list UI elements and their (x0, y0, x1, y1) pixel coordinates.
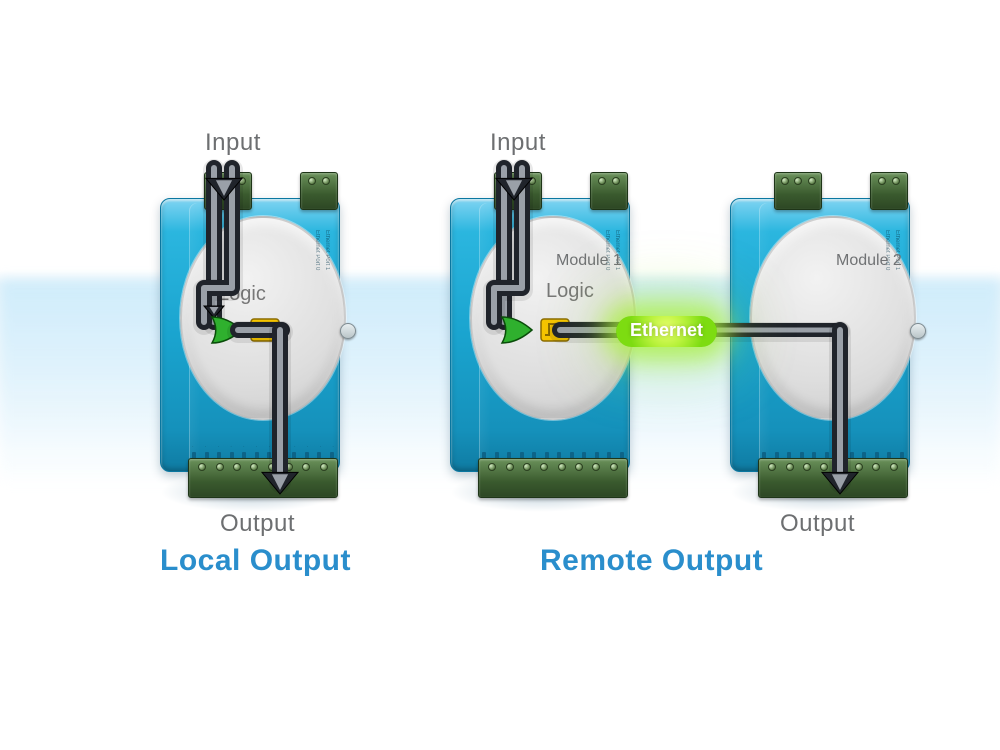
label-input-local: Input (205, 129, 261, 157)
port-label: Ethernet Port 1 (324, 230, 330, 270)
device-remote-module-2: Ethernet Port 0 Ethernet Port 1 (720, 180, 920, 490)
terminal-bottom (188, 458, 338, 498)
device-remote-module-1: Ethernet Port 0 Ethernet Port 1 (440, 180, 640, 490)
label-module-2: Module 2 (836, 252, 902, 270)
title-local-output: Local Output (160, 544, 351, 578)
label-output-local: Output (220, 510, 295, 538)
diagram-canvas: Ethernet Port 0 Ethernet Port 1 ········… (0, 0, 1000, 750)
label-module-1: Module 1 (556, 252, 622, 270)
terminal-top-right (300, 172, 338, 210)
port-label: Ethernet Port 0 (314, 230, 320, 270)
title-remote-output: Remote Output (540, 544, 763, 578)
terminal-top-left (204, 172, 252, 210)
label-input-remote: Input (490, 129, 546, 157)
device-face (180, 216, 346, 420)
label-logic-local: Logic (218, 283, 266, 306)
label-output-remote: Output (780, 510, 855, 538)
label-logic-remote: Logic (546, 280, 594, 303)
ethernet-badge: Ethernet (616, 316, 717, 347)
device-local: Ethernet Port 0 Ethernet Port 1 ········… (150, 180, 350, 490)
